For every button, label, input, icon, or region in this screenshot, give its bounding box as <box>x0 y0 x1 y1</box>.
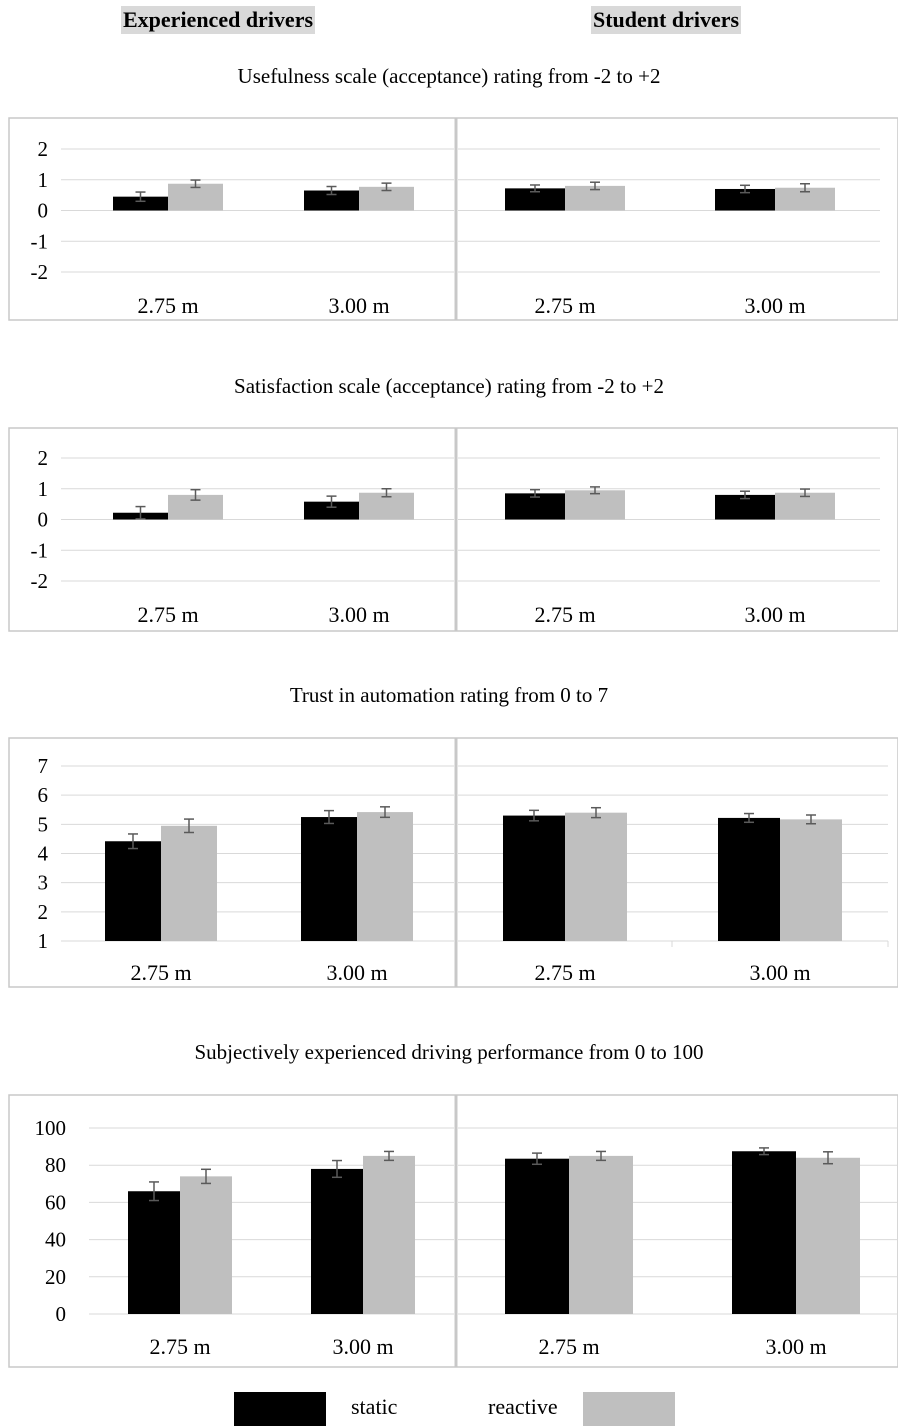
performance-chart-title: Subjectively experienced driving perform… <box>194 1040 704 1064</box>
chart2-bar-reactive <box>565 812 627 941</box>
chart3-category-label: 2.75 m <box>149 1334 210 1359</box>
chart2-bar-reactive <box>780 819 842 941</box>
chart0-ytick-label: 0 <box>38 199 49 223</box>
chart0-category-label: 2.75 m <box>534 293 595 318</box>
chart1-category-label: 3.00 m <box>744 602 805 627</box>
chart1-category-label: 2.75 m <box>137 602 198 627</box>
legend-swatch-reactive <box>583 1392 675 1426</box>
chart0-category-label: 2.75 m <box>137 293 198 318</box>
legend-label-reactive: reactive <box>488 1394 558 1419</box>
chart2-category-label: 3.00 m <box>749 960 810 985</box>
chart2-ytick-label: 2 <box>38 900 49 924</box>
chart2-ytick-label: 7 <box>38 754 49 778</box>
chart1-ytick-label: 2 <box>38 446 49 470</box>
chart3-bar-static <box>505 1158 569 1314</box>
chart0-bar-reactive <box>775 187 835 211</box>
chart0-bar-static <box>113 196 168 211</box>
legend-label-static: static <box>351 1394 398 1419</box>
chart0-ytick-label: 1 <box>38 168 49 192</box>
usefulness-chart-title: Usefulness scale (acceptance) rating fro… <box>237 64 661 88</box>
chart1-category-label: 2.75 m <box>534 602 595 627</box>
chart1-ytick-label: -2 <box>31 569 49 593</box>
chart3-ytick-label: 0 <box>56 1302 67 1326</box>
experienced-drivers-header: Experienced drivers <box>121 6 316 34</box>
chart2-bar-static <box>105 841 161 941</box>
chart1-bar-reactive <box>775 492 835 520</box>
chart1-bar-static <box>304 501 359 520</box>
chart1-ytick-label: -1 <box>31 538 49 562</box>
chart3-bar-static <box>732 1151 796 1314</box>
chart0-bar-static <box>505 188 565 211</box>
chart2-category-label: 2.75 m <box>534 960 595 985</box>
chart0-bar-static <box>304 190 359 211</box>
chart2-ytick-label: 5 <box>38 812 49 836</box>
chart3-bar-reactive <box>569 1155 633 1314</box>
legend: static reactive <box>0 1392 898 1426</box>
satisfaction-chart-title: Satisfaction scale (acceptance) rating f… <box>234 374 664 398</box>
chart3-category-label: 3.00 m <box>765 1334 826 1359</box>
chart0-frame <box>8 117 898 321</box>
chart1-ytick-label: 0 <box>38 508 49 532</box>
chart0-category-label: 3.00 m <box>744 293 805 318</box>
legend-swatch-static <box>234 1392 326 1426</box>
student-drivers-header: Student drivers <box>591 6 742 34</box>
chart0-ytick-label: -2 <box>31 260 49 284</box>
chart3-ytick-label: 80 <box>45 1153 66 1177</box>
chart2-frame <box>8 737 898 988</box>
chart2-ytick-label: 4 <box>38 842 49 866</box>
chart1-category-label: 3.00 m <box>328 602 389 627</box>
chart3-ytick-label: 20 <box>45 1265 66 1289</box>
chart0-bar-reactive <box>168 183 223 211</box>
chart2-bar-reactive <box>357 812 413 941</box>
chart0-ytick-label: 2 <box>38 137 49 161</box>
chart0-bar-static <box>715 188 775 211</box>
chart2-ytick-label: 1 <box>38 929 49 953</box>
chart2-ytick-label: 3 <box>38 871 49 895</box>
chart2-bar-static <box>503 815 565 941</box>
chart2-category-label: 3.00 m <box>326 960 387 985</box>
chart3-frame <box>8 1094 898 1368</box>
chart2-bar-static <box>718 817 780 941</box>
chart1-frame <box>8 427 898 632</box>
chart3-ytick-label: 100 <box>35 1116 67 1140</box>
chart0-category-label: 3.00 m <box>328 293 389 318</box>
chart3-category-label: 2.75 m <box>538 1334 599 1359</box>
chart2-ytick-label: 6 <box>38 783 49 807</box>
chart2-bar-static <box>301 817 357 941</box>
chart3-bar-reactive <box>180 1176 232 1314</box>
chart1-bar-reactive <box>565 490 625 520</box>
chart3-bar-static <box>311 1168 363 1314</box>
chart0-bar-reactive <box>359 186 414 211</box>
chart2-bar-reactive <box>161 825 217 941</box>
chart3-ytick-label: 60 <box>45 1190 66 1214</box>
chart1-ytick-label: 1 <box>38 477 49 501</box>
chart3-bar-static <box>128 1191 180 1314</box>
trust-chart-title: Trust in automation rating from 0 to 7 <box>289 683 609 707</box>
chart2-category-label: 2.75 m <box>130 960 191 985</box>
chart3-category-label: 3.00 m <box>332 1334 393 1359</box>
chart3-bar-reactive <box>363 1155 415 1314</box>
chart3-bar-reactive <box>796 1157 860 1314</box>
chart0-ytick-label: -1 <box>31 229 49 253</box>
chart3-ytick-label: 40 <box>45 1228 66 1252</box>
